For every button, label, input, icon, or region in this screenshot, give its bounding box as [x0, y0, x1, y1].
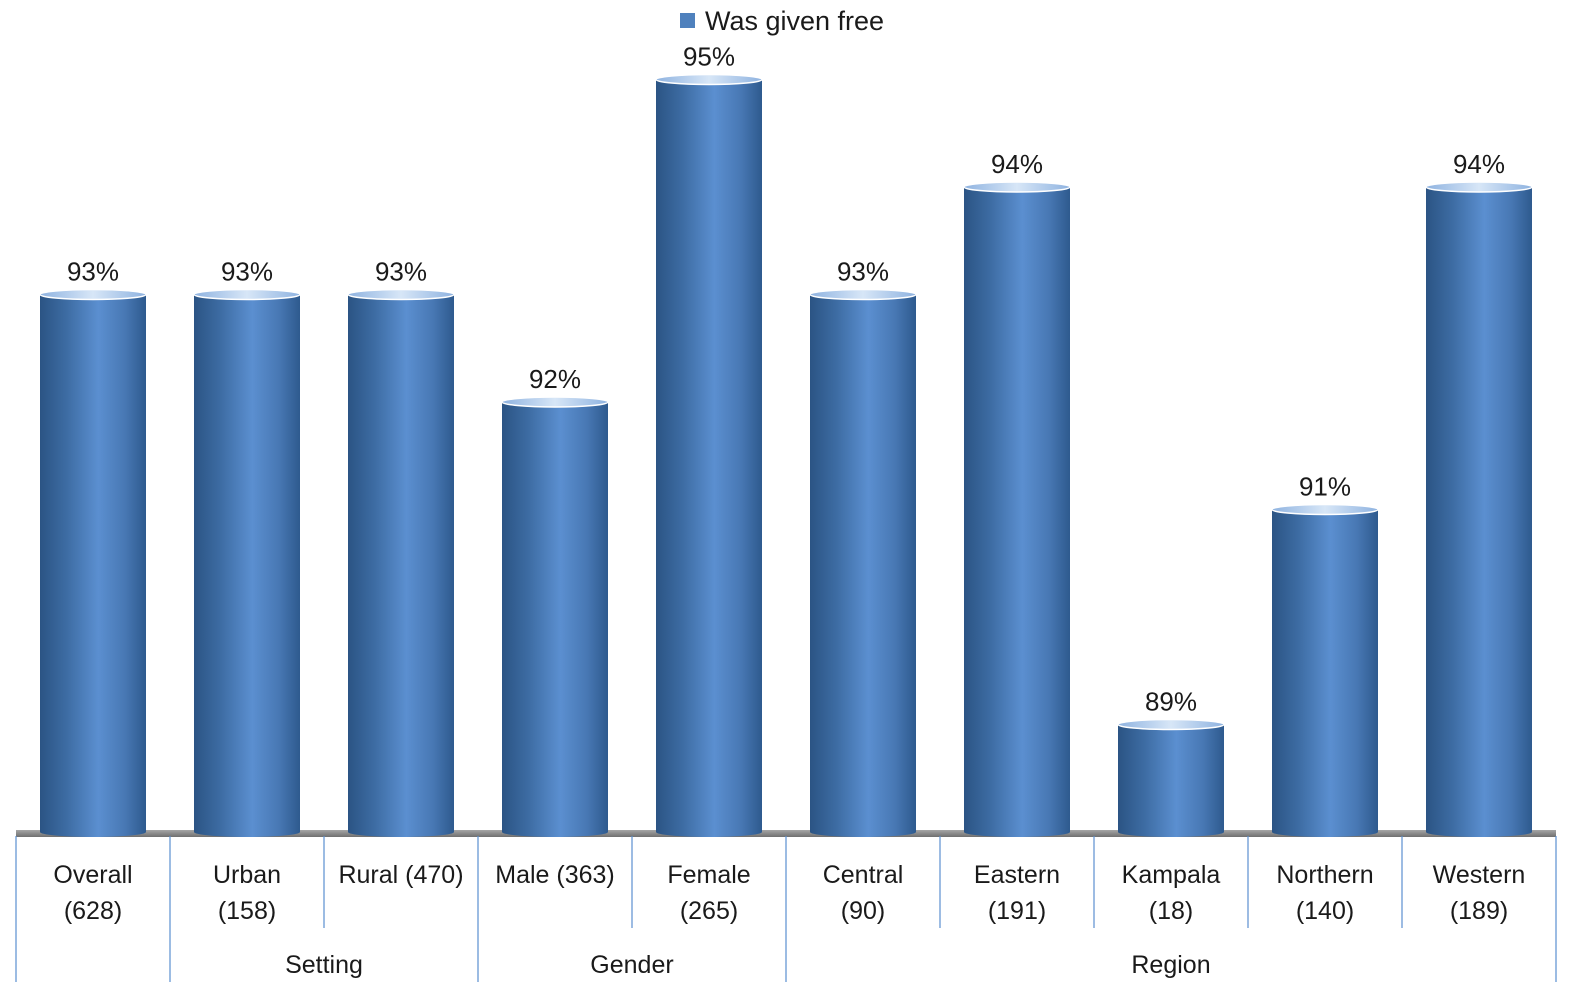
bar-body	[810, 294, 916, 837]
chart-floor	[16, 830, 1556, 837]
category-label: Eastern	[974, 861, 1060, 889]
category-axis-table: Overall (628) Urban (158) Rural (470) Male (3…	[15, 836, 1557, 982]
category-label: (628)	[64, 897, 122, 925]
bar-top	[809, 288, 917, 301]
group-label: Setting	[285, 951, 363, 979]
value-label: 93%	[221, 257, 273, 287]
bar	[347, 288, 455, 837]
category-label: Rural (470)	[338, 861, 463, 889]
legend: Was given free	[680, 6, 884, 36]
category-label: Urban	[213, 861, 281, 889]
group-label: Region	[1131, 951, 1210, 979]
bar-body	[502, 402, 608, 837]
bar-top	[347, 288, 455, 301]
bar-body	[40, 294, 146, 837]
bar	[1271, 503, 1379, 837]
bar	[39, 288, 147, 837]
bar	[655, 73, 763, 837]
value-label: 93%	[67, 257, 119, 287]
bar-top	[655, 73, 763, 86]
value-label: 93%	[837, 257, 889, 287]
floor-plane	[16, 830, 1556, 837]
category-label: Male (363)	[495, 861, 615, 889]
bar-body	[1118, 724, 1224, 837]
bar-body	[1426, 187, 1532, 837]
bar	[963, 181, 1071, 837]
bar	[1425, 181, 1533, 837]
group-label: Gender	[590, 951, 673, 979]
category-label: (18)	[1149, 897, 1193, 925]
bar	[809, 288, 917, 837]
category-label: Northern	[1276, 861, 1373, 889]
bar	[501, 396, 609, 837]
category-label: (90)	[841, 897, 885, 925]
bar-body	[194, 294, 300, 837]
bar-top	[193, 288, 301, 301]
bar-body	[964, 187, 1070, 837]
category-label: (158)	[218, 897, 276, 925]
category-label: Female	[667, 861, 750, 889]
category-label: (189)	[1450, 897, 1508, 925]
value-label: 95%	[683, 42, 735, 72]
value-label: 94%	[991, 149, 1043, 179]
value-label: 92%	[529, 364, 581, 394]
bar-top	[1271, 503, 1379, 516]
category-label: Western	[1433, 861, 1526, 889]
legend-swatch	[680, 13, 695, 28]
category-label: Overall	[53, 861, 132, 889]
bar-top	[39, 288, 147, 301]
value-labels: 93% 93% 93% 92% 95% 93% 94% 89% 91% 94%	[67, 42, 1505, 717]
category-label: Central	[823, 861, 904, 889]
category-label: Kampala	[1122, 861, 1221, 889]
bar-top	[501, 396, 609, 408]
category-label: (140)	[1296, 897, 1354, 925]
bar-top	[1425, 181, 1533, 193]
category-label: (191)	[988, 897, 1046, 925]
category-label: (265)	[680, 897, 738, 925]
value-label: 94%	[1453, 149, 1505, 179]
value-label: 89%	[1145, 687, 1197, 717]
bar-body	[656, 79, 762, 837]
bar-top	[963, 181, 1071, 193]
bar-body	[348, 294, 454, 837]
bar	[193, 288, 301, 837]
value-label: 91%	[1299, 472, 1351, 502]
bar-body	[1272, 509, 1378, 837]
bars	[39, 73, 1533, 837]
bar	[1117, 718, 1225, 837]
legend-label: Was given free	[705, 6, 884, 36]
bar-top	[1117, 718, 1225, 731]
value-label: 93%	[375, 257, 427, 287]
